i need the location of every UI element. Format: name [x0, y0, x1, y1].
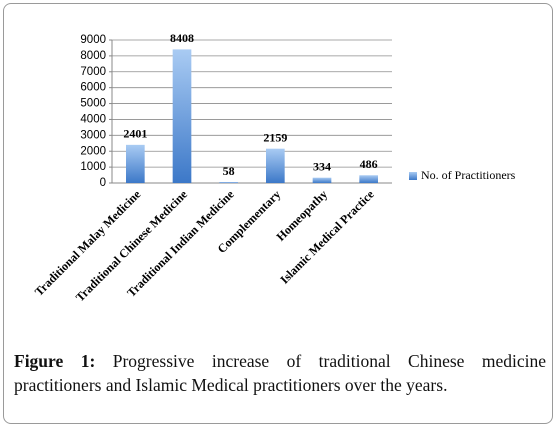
y-tick-label: 4000 [80, 113, 106, 125]
data-label: 2401 [123, 127, 147, 141]
y-tick-label: 1000 [80, 161, 106, 173]
data-label: 486 [360, 157, 378, 171]
y-tick-label: 7000 [80, 66, 106, 78]
y-tick-label: 3000 [80, 129, 106, 141]
caption-text: Progressive increase of traditional Chin… [14, 351, 546, 395]
y-tick-label: 6000 [80, 82, 106, 94]
data-label: 2159 [263, 130, 287, 144]
bar [172, 49, 192, 184]
y-tick-label: 9000 [80, 34, 106, 46]
legend-swatch [409, 172, 417, 180]
data-label: 58 [223, 164, 235, 178]
y-tick-label: 0 [100, 177, 106, 189]
bar [312, 177, 332, 183]
chart: 0 1000 2000 3000 4000 5000 6000 7000 8000 9000 240… [32, 31, 516, 304]
bar [126, 144, 145, 183]
figure-frame [3, 3, 553, 424]
bar [266, 148, 285, 183]
legend-label: No. of Practitioners [421, 168, 516, 182]
data-label: 8408 [170, 31, 194, 45]
bar [359, 175, 378, 183]
caption: Figure 1: Progressive increase of tradit… [14, 349, 546, 397]
y-tick-label: 8000 [80, 50, 106, 62]
x-tick-label: Islamic Medical Practice [277, 187, 377, 287]
data-label: 334 [313, 159, 331, 173]
y-tick-label: 2000 [80, 145, 106, 157]
y-tick-label: 5000 [80, 98, 106, 110]
bar [219, 182, 238, 183]
caption-label: Figure 1: [14, 351, 96, 371]
